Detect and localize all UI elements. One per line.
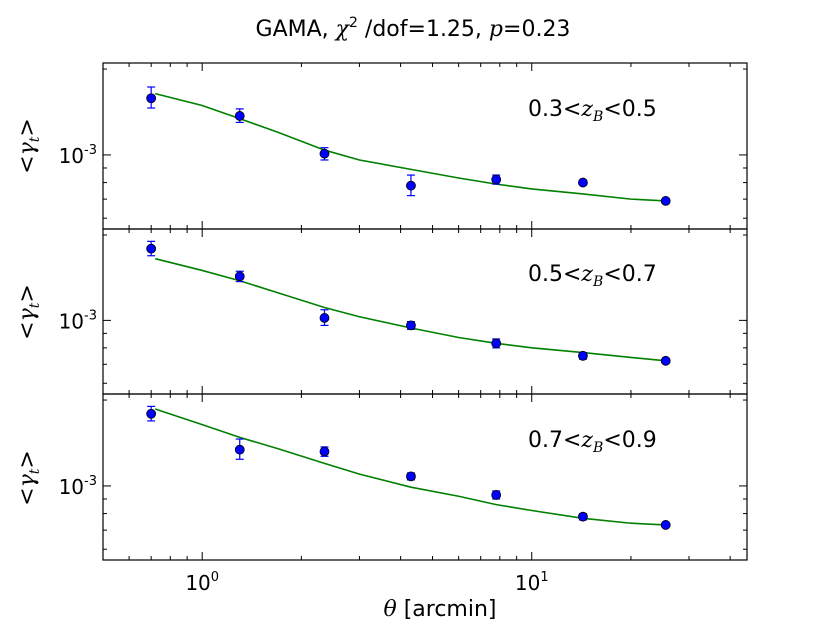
panel-1-y-gt: > bbox=[15, 118, 40, 136]
panel-1-ann-sub: B bbox=[592, 109, 603, 125]
data-point bbox=[319, 313, 330, 323]
panel-3-annotation: 0.7<zB<0.9 bbox=[528, 428, 657, 456]
panel-2-ann-low: 0.5< bbox=[528, 262, 581, 287]
x-axis-theta: θ bbox=[383, 597, 396, 622]
panel-3-y-tick-exp: -3 bbox=[84, 474, 97, 489]
panel-2-ann-high: <0.7 bbox=[603, 262, 656, 287]
panel-1-y-gamma: γ bbox=[15, 141, 40, 155]
x-tick-base-1: 10 bbox=[185, 571, 210, 595]
panel-2-annotation: 0.5<zB<0.7 bbox=[528, 262, 657, 290]
panel-2: 0.5<zB<0.7 <γt> 10-3 bbox=[15, 228, 748, 395]
chart-title: GAMA, χ2 /dof=1.25, p=0.23 bbox=[256, 15, 571, 42]
panel-2-ann-sub: B bbox=[592, 274, 603, 290]
title-prefix: GAMA, bbox=[256, 17, 336, 42]
panel-3: 0.7<zB<0.9 <γt> 10-3 bbox=[15, 393, 748, 561]
panel-1-ann-high: <0.5 bbox=[603, 97, 656, 122]
panel-1-ticks bbox=[102, 63, 747, 229]
panel-3-ann-low: 0.7< bbox=[528, 428, 581, 453]
panel-2-y-tick-exp: -3 bbox=[84, 308, 97, 323]
panel-2-y-tick-label: 10-3 bbox=[59, 308, 97, 333]
panel-1-y-tick-base: 10 bbox=[59, 144, 84, 168]
panel-1-ann-low: 0.3< bbox=[528, 97, 581, 122]
panel-2-points bbox=[146, 240, 671, 366]
data-point bbox=[491, 174, 502, 185]
title-chi: χ bbox=[334, 17, 351, 42]
data-point bbox=[660, 196, 671, 206]
x-tick-exp-10: 1 bbox=[540, 570, 548, 585]
panel-3-y-sub: t bbox=[27, 468, 43, 474]
panel-3-y-tick-base: 10 bbox=[59, 475, 84, 499]
title-dof: /dof=1.25, bbox=[358, 17, 489, 42]
data-point bbox=[234, 111, 245, 121]
data-point bbox=[660, 520, 671, 530]
x-axis-label: θ [arcmin] bbox=[383, 597, 496, 622]
data-point bbox=[146, 243, 157, 254]
panel-2-y-gamma: γ bbox=[15, 307, 40, 321]
data-point bbox=[406, 471, 416, 482]
panel-1-y-label: <γt> bbox=[15, 118, 43, 174]
x-tick-label-1: 100 bbox=[185, 570, 219, 595]
panel-3-y-gt: > bbox=[15, 450, 40, 468]
data-point bbox=[234, 271, 245, 282]
panel-1-y-tick-exp: -3 bbox=[84, 143, 97, 158]
panel-3-y-tick-label: 10-3 bbox=[59, 474, 97, 499]
data-point bbox=[578, 177, 588, 188]
panel-1-y-sub: t bbox=[27, 136, 43, 142]
panel-1-y-lt: < bbox=[15, 155, 40, 173]
panel-2-y-lt: < bbox=[15, 321, 40, 339]
panel-1: 0.3<zB<0.5 <γt> 10-3 bbox=[15, 62, 748, 230]
panel-2-frame bbox=[102, 228, 748, 395]
panel-2-y-sub: t bbox=[27, 302, 43, 308]
panel-2-y-gt: > bbox=[15, 284, 40, 302]
data-point bbox=[578, 350, 588, 361]
data-point bbox=[146, 93, 157, 104]
title-p: p bbox=[489, 17, 503, 42]
data-point bbox=[491, 490, 502, 500]
panel-3-ann-high: <0.9 bbox=[603, 428, 656, 453]
panel-3-y-gamma: γ bbox=[15, 473, 40, 487]
x-tick-label-10: 101 bbox=[515, 570, 549, 595]
panel-1-ann-z: z bbox=[580, 97, 593, 122]
x-axis-unit: [arcmin] bbox=[397, 597, 497, 622]
data-point bbox=[319, 446, 330, 457]
panel-3-y-lt: < bbox=[15, 487, 40, 505]
panel-2-y-tick-base: 10 bbox=[59, 309, 84, 333]
panel-1-y-tick-label: 10-3 bbox=[59, 143, 97, 168]
title-chi-exp: 2 bbox=[349, 15, 358, 31]
panel-1-annotation: 0.3<zB<0.5 bbox=[528, 97, 657, 125]
panel-3-y-label: <γt> bbox=[15, 450, 43, 506]
data-point bbox=[146, 408, 157, 419]
x-tick-exp-1: 0 bbox=[211, 570, 219, 585]
data-point bbox=[491, 338, 502, 349]
data-point bbox=[578, 511, 588, 522]
x-tick-base-10: 10 bbox=[515, 571, 540, 595]
panel-3-model-line bbox=[154, 408, 666, 526]
panel-3-ann-z: z bbox=[580, 428, 593, 453]
data-point bbox=[406, 180, 416, 191]
panel-2-ticks bbox=[102, 229, 747, 394]
data-point bbox=[234, 444, 245, 455]
data-point bbox=[319, 148, 330, 159]
title-p-value: =0.23 bbox=[503, 17, 570, 42]
data-point bbox=[406, 320, 416, 331]
data-point bbox=[660, 355, 671, 366]
panel-3-points bbox=[146, 405, 671, 530]
panel-3-frame bbox=[102, 393, 748, 561]
panel-3-ticks bbox=[102, 394, 747, 560]
panel-1-frame bbox=[102, 62, 748, 230]
panel-3-ann-sub: B bbox=[592, 440, 603, 456]
panel-2-y-label: <γt> bbox=[15, 284, 43, 340]
panel-1-points bbox=[146, 86, 671, 206]
panel-2-ann-z: z bbox=[580, 262, 593, 287]
